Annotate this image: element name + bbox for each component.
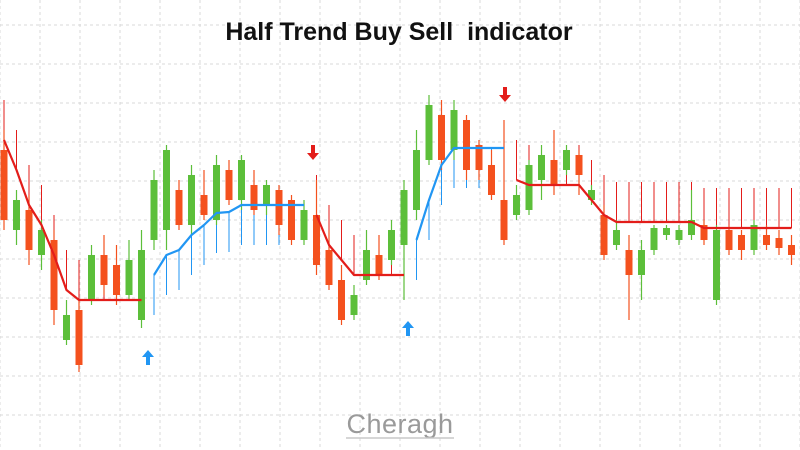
candle-body xyxy=(513,195,520,215)
candle-body xyxy=(163,150,170,230)
candle-body xyxy=(625,250,633,275)
candle-body xyxy=(375,255,383,275)
chart-title: Half Trend Buy Sell indicator xyxy=(225,18,573,46)
watermark: Cheragh xyxy=(346,409,453,439)
candle-body xyxy=(138,250,145,320)
half-trend xyxy=(2,139,792,302)
half-trend-line xyxy=(2,139,792,302)
candle-body xyxy=(13,200,20,230)
candle-body xyxy=(650,228,658,250)
candle-body xyxy=(725,230,733,250)
candle-body xyxy=(338,280,345,320)
candle-body xyxy=(150,180,158,240)
candle-body xyxy=(363,250,370,280)
candle-body xyxy=(188,175,195,225)
candle-body xyxy=(200,195,208,215)
candle-body xyxy=(763,235,770,245)
candle-body xyxy=(88,255,95,300)
candle-body xyxy=(288,200,295,240)
candle-body xyxy=(50,240,58,310)
candle-body xyxy=(213,165,220,220)
candle-body xyxy=(775,238,783,248)
candle-body xyxy=(263,185,270,205)
candle-body xyxy=(463,120,470,170)
sell-arrow xyxy=(307,145,319,160)
candle-body xyxy=(325,250,333,285)
sell-arrow xyxy=(499,87,511,102)
candle-body xyxy=(125,260,133,295)
candle-body xyxy=(563,150,570,170)
candle-body xyxy=(500,200,508,240)
candle-body xyxy=(225,170,233,200)
candle-body xyxy=(100,255,108,285)
candle-body xyxy=(300,210,308,240)
candles xyxy=(0,95,795,372)
candle-body xyxy=(275,190,283,225)
candle-body xyxy=(575,155,583,175)
candle-body xyxy=(613,230,620,245)
candle-body xyxy=(750,225,758,250)
candle-body xyxy=(175,190,183,225)
candle-body xyxy=(488,165,495,195)
candle-body xyxy=(350,295,358,315)
atr-lines xyxy=(3,100,792,315)
candle-body xyxy=(63,315,70,340)
candle-body xyxy=(250,185,258,210)
candle-body xyxy=(638,250,645,275)
half-trend-line xyxy=(153,146,504,276)
buy-arrow xyxy=(402,321,414,336)
candle-body xyxy=(0,150,8,220)
candle-body xyxy=(600,215,608,255)
candle-body xyxy=(538,155,545,180)
candle-body xyxy=(550,160,558,185)
candle-body xyxy=(313,215,320,265)
candle-body xyxy=(588,190,595,200)
candle-body xyxy=(450,110,458,150)
candle-body xyxy=(425,105,433,160)
candle-body xyxy=(675,230,683,240)
candle-body xyxy=(25,210,33,250)
candle-body xyxy=(700,225,708,240)
candle-body xyxy=(388,230,395,260)
candle-body xyxy=(400,190,408,245)
candle-body xyxy=(738,235,745,250)
candle-body xyxy=(788,245,795,255)
candle-body xyxy=(713,230,720,300)
candle-body xyxy=(38,230,45,255)
candle-body xyxy=(113,265,120,295)
candle-body xyxy=(525,165,533,210)
candle-body xyxy=(475,145,483,170)
candle-body xyxy=(75,310,83,365)
signals xyxy=(142,87,511,365)
candle-body xyxy=(238,160,245,200)
candle-body xyxy=(663,228,670,235)
candle-body xyxy=(413,150,420,210)
candle-body xyxy=(438,115,445,160)
candle-body xyxy=(688,220,695,235)
buy-arrow xyxy=(142,350,154,365)
